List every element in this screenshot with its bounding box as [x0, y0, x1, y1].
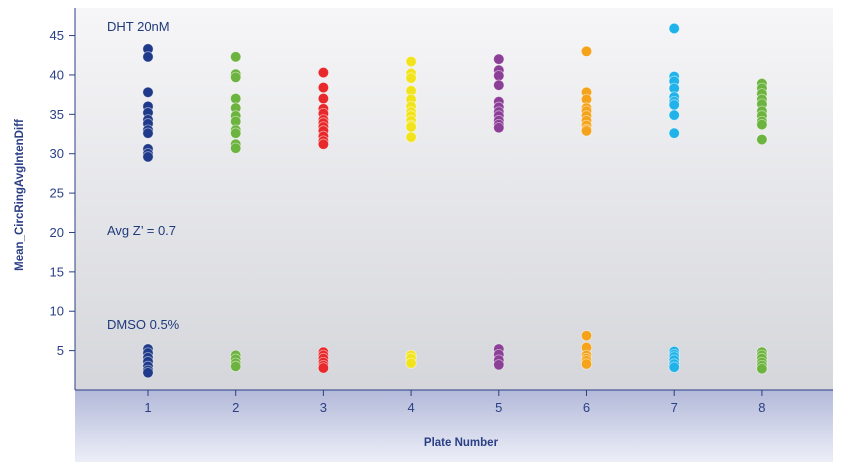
data-point-dht [405, 121, 417, 133]
data-point-dht [668, 22, 680, 35]
data-point-dht [405, 55, 417, 68]
x-axis-title: Plate Number [424, 437, 499, 449]
x-tick-label: 8 [758, 400, 765, 415]
data-point-dht [493, 70, 505, 82]
y-tick-label: 20 [50, 225, 64, 240]
x-axis-ticks: 1 2 3 4 5 6 7 8 [144, 390, 766, 415]
data-point-dht [405, 131, 417, 143]
x-tick-label: 3 [320, 400, 327, 415]
data-point-dht [317, 66, 329, 79]
data-point-dmso [230, 360, 242, 372]
y-axis-ticks: 5 10 15 20 25 30 35 40 45 [50, 28, 75, 358]
y-tick-label: 45 [50, 28, 64, 43]
data-point-dht [493, 79, 505, 91]
data-point-dht [317, 81, 329, 94]
plate-4-points [405, 55, 417, 369]
x-tick-label: 6 [583, 400, 590, 415]
annotation-zprime: Avg Z’ = 0.7 [107, 223, 176, 238]
data-point-dht [668, 127, 680, 139]
data-point-dht [317, 92, 329, 105]
data-point-dmso [756, 363, 768, 375]
data-point-dht [668, 109, 680, 121]
data-point-dmso [580, 358, 593, 370]
data-point-dht [317, 138, 329, 150]
data-points [142, 22, 768, 379]
data-point-dmso [317, 362, 329, 374]
y-tick-label: 15 [50, 264, 64, 279]
data-point-dmso [142, 367, 154, 379]
y-axis-title: Mean_CircRingAvgIntenDiff [14, 119, 26, 271]
plate-2-points [230, 51, 242, 372]
x-tick-label: 5 [495, 400, 502, 415]
data-point-dht [230, 71, 242, 83]
plate-5-points [493, 53, 505, 371]
data-point-dht [668, 99, 680, 111]
annotation-dht: DHT 20nM [107, 19, 170, 34]
x-tick-label: 1 [144, 400, 151, 415]
x-tick-label: 7 [671, 400, 678, 415]
data-point-dmso [580, 330, 593, 342]
data-point-dht [756, 133, 768, 146]
x-tick-label: 2 [232, 400, 239, 415]
data-point-dht [756, 118, 768, 131]
data-point-dht [142, 51, 154, 63]
data-point-dht [142, 151, 154, 163]
data-point-dht [230, 51, 242, 63]
plate-1-points [142, 43, 154, 379]
plot-background [75, 8, 833, 390]
data-point-dmso [668, 361, 680, 373]
plate-7-points [668, 22, 680, 373]
annotation-dmso: DMSO 0.5% [107, 317, 180, 332]
data-point-dmso [493, 359, 505, 371]
data-point-dht [580, 125, 593, 137]
data-point-dht [142, 127, 154, 139]
y-tick-label: 25 [50, 186, 64, 201]
plate-8-points [756, 78, 768, 375]
plate-3-points [317, 66, 329, 374]
data-point-dht [142, 86, 154, 98]
x-axis-band [75, 390, 833, 462]
data-point-dmso [405, 357, 417, 369]
data-point-dht [493, 53, 505, 65]
data-point-dht [493, 122, 505, 134]
data-point-dht [580, 45, 593, 57]
y-tick-label: 35 [50, 107, 64, 122]
x-tick-label: 4 [407, 400, 414, 415]
y-tick-label: 40 [50, 67, 64, 82]
y-tick-label: 30 [50, 146, 64, 161]
data-point-dht [230, 142, 242, 154]
data-point-dht [230, 127, 242, 139]
plate-6-points [580, 45, 593, 370]
y-tick-label: 10 [50, 304, 64, 319]
data-point-dht [405, 72, 417, 84]
y-tick-label: 5 [57, 343, 64, 358]
data-point-dht [230, 92, 242, 105]
